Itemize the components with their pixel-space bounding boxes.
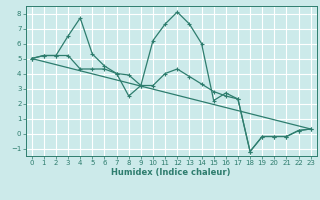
X-axis label: Humidex (Indice chaleur): Humidex (Indice chaleur) <box>111 168 231 177</box>
